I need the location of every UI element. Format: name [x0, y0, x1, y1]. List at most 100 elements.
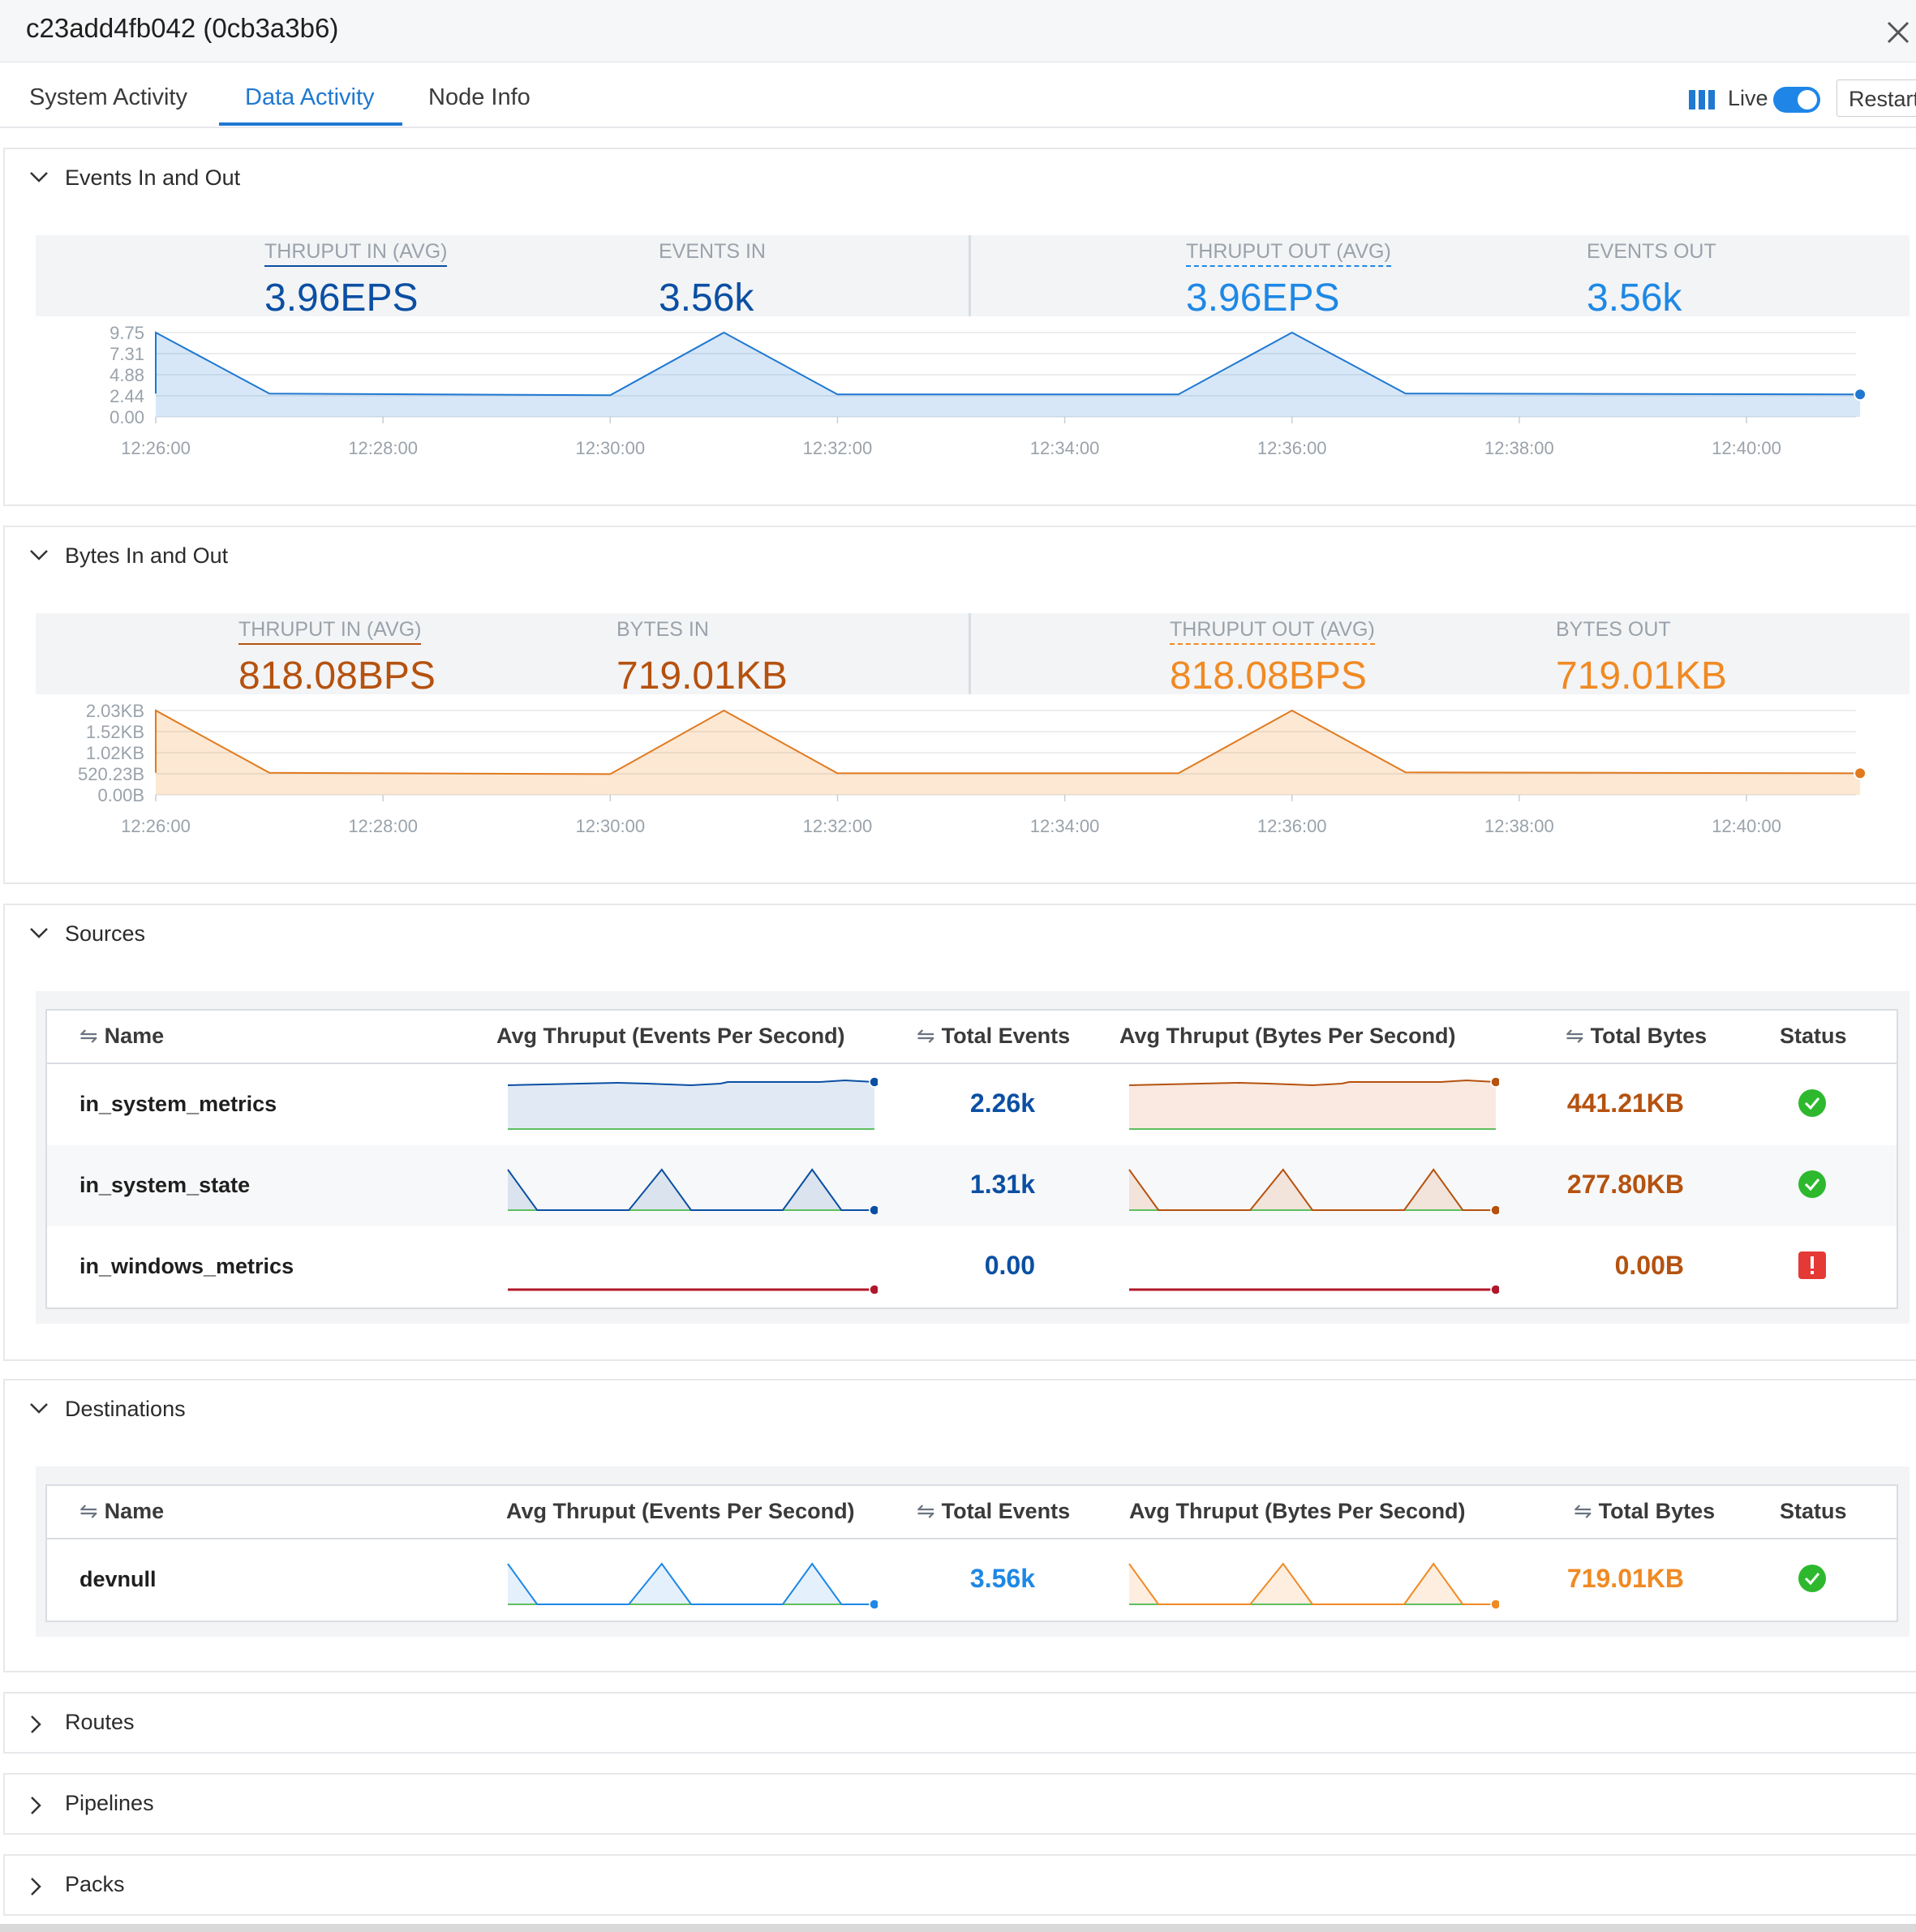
destinations-table: ⇋ Name Avg Thruput (Events Per Second) ⇋ T…: [45, 1484, 1898, 1622]
section-title: Events In and Out: [65, 165, 241, 190]
stat-label: THRUPUT OUT (AVG): [1170, 618, 1375, 645]
y-tick-label: 0.00B: [98, 785, 145, 805]
tab-node-info[interactable]: Node Info: [428, 84, 531, 110]
series-area: [156, 711, 1861, 795]
stat-label: EVENTS OUT: [1587, 240, 1716, 263]
x-tick-label: 12:34:00: [1030, 438, 1100, 458]
spark-end-point: [1490, 1204, 1499, 1216]
col-header-avg-eps: Avg Thruput (Events Per Second): [496, 1024, 845, 1048]
table-row[interactable]: devnull 3.56k 719.01KB: [47, 1539, 1897, 1621]
bytes-panel: THRUPUT IN (AVG) 818.08BPS BYTES IN 719.…: [3, 586, 1916, 884]
col-header-total-events[interactable]: ⇋ Total Events: [917, 1024, 1070, 1049]
tab-system-activity[interactable]: System Activity: [29, 84, 187, 110]
col-header-total-events[interactable]: ⇋ Total Events: [917, 1499, 1070, 1524]
row-name: in_system_state: [79, 1173, 251, 1197]
x-tick-label: 12:40:00: [1712, 816, 1781, 836]
section-title: Sources: [65, 921, 146, 946]
close-icon[interactable]: [1884, 16, 1916, 49]
background-strip: [0, 1924, 1916, 1932]
spark-line: [1128, 1562, 1496, 1605]
col-header-name[interactable]: ⇋ Name: [79, 1024, 164, 1049]
sort-icon[interactable]: ⇋: [1566, 1024, 1584, 1048]
spark-area: [1129, 1080, 1496, 1129]
section-title: Packs: [65, 1872, 125, 1896]
row-name: in_windows_metrics: [79, 1254, 294, 1278]
section-header-bytes[interactable]: Bytes In and Out: [3, 526, 1916, 587]
x-tick-label: 12:38:00: [1484, 816, 1554, 836]
sort-icon[interactable]: ⇋: [917, 1024, 935, 1048]
sources-panel: ⇋ Name Avg Thruput (Events Per Second) ⇋ T…: [3, 964, 1916, 1361]
sparkline-eps: [507, 1168, 878, 1216]
section-header-packs[interactable]: Packs: [3, 1854, 1916, 1916]
chevron-right-icon: [31, 1715, 41, 1733]
x-tick-label: 12:38:00: [1484, 438, 1554, 458]
divider: [969, 613, 971, 694]
total-events-value: 0.00: [984, 1251, 1035, 1280]
spark-end-point: [1490, 1599, 1499, 1610]
stat-value: 818.08BPS: [1170, 655, 1367, 698]
spark-area: [508, 1170, 874, 1210]
section-header-destinations[interactable]: Destinations: [3, 1379, 1916, 1440]
spark-end-point: [1490, 1076, 1499, 1088]
y-tick-label: 520.23B: [78, 764, 144, 784]
stat-label: THRUPUT IN (AVG): [264, 240, 448, 267]
stat-label: BYTES OUT: [1556, 618, 1671, 641]
divider: [969, 235, 971, 316]
chevron-down-icon: [30, 172, 48, 182]
col-header-name[interactable]: ⇋ Name: [79, 1499, 164, 1524]
last-point: [1854, 388, 1867, 401]
live-toggle[interactable]: [1773, 87, 1820, 113]
spark-area: [508, 1564, 874, 1604]
table-row[interactable]: in_windows_metrics 0.00 0.00B: [47, 1226, 1897, 1307]
live-label: Live: [1728, 86, 1768, 110]
sources-table-wrap: ⇋ Name Avg Thruput (Events Per Second) ⇋ T…: [36, 991, 1910, 1324]
chevron-right-icon: [31, 1797, 41, 1814]
tab-data-activity[interactable]: Data Activity: [245, 84, 375, 110]
x-tick-label: 12:28:00: [348, 438, 418, 458]
y-tick-label: 2.44: [110, 386, 144, 406]
col-header-avg-bps: Avg Thruput (Bytes Per Second): [1119, 1024, 1456, 1048]
table-row[interactable]: in_system_state 1.31k 277.80KB: [47, 1145, 1897, 1226]
x-tick-label: 12:36:00: [1257, 438, 1327, 458]
header-divider: [47, 1538, 1897, 1539]
destinations-panel: ⇋ Name Avg Thruput (Events Per Second) ⇋ T…: [3, 1439, 1916, 1672]
spark-end-point: [869, 1599, 878, 1610]
spark-area: [1129, 1170, 1496, 1210]
sort-icon[interactable]: ⇋: [79, 1499, 98, 1523]
x-tick-label: 12:34:00: [1030, 816, 1100, 836]
stat-value: 3.96EPS: [264, 277, 419, 320]
total-events-value: 3.56k: [969, 1564, 1035, 1593]
total-bytes-value: 441.21KB: [1566, 1088, 1684, 1118]
spark-end-point: [869, 1204, 878, 1216]
table-row[interactable]: in_system_metrics 2.26k 441.21KB: [47, 1064, 1897, 1145]
sort-icon[interactable]: ⇋: [79, 1024, 98, 1048]
stat-value: 719.01KB: [616, 655, 788, 698]
col-header-status: Status: [1780, 1024, 1847, 1048]
total-bytes-value: 719.01KB: [1566, 1564, 1684, 1593]
x-tick-label: 12:30:00: [575, 816, 645, 836]
events-panel: THRUPUT IN (AVG) 3.96EPS EVENTS IN 3.56k…: [3, 208, 1916, 506]
stat-label: EVENTS IN: [659, 240, 766, 263]
events-stats: THRUPUT IN (AVG) 3.96EPS EVENTS IN 3.56k…: [36, 235, 1910, 320]
y-tick-label: 0.00: [110, 407, 144, 427]
sort-icon[interactable]: ⇋: [917, 1499, 935, 1523]
total-bytes-value: 277.80KB: [1566, 1170, 1684, 1199]
col-header-total-bytes[interactable]: ⇋ Total Bytes: [1566, 1024, 1707, 1049]
section-header-events[interactable]: Events In and Out: [3, 148, 1916, 209]
check-circle-icon: [1798, 1089, 1826, 1117]
series-line: [155, 709, 1861, 775]
section-header-routes[interactable]: Routes: [3, 1692, 1916, 1754]
spark-end-point: [869, 1284, 878, 1295]
col-header-total-bytes[interactable]: ⇋ Total Bytes: [1574, 1499, 1715, 1524]
sort-icon[interactable]: ⇋: [1574, 1499, 1592, 1523]
section-header-pipelines[interactable]: Pipelines: [3, 1773, 1916, 1835]
col-header-status: Status: [1780, 1499, 1847, 1523]
spark-line: [507, 1562, 874, 1605]
col-total-bytes-label: Total Bytes: [1590, 1024, 1708, 1048]
x-tick-label: 12:36:00: [1257, 816, 1327, 836]
section-header-sources[interactable]: Sources: [3, 904, 1916, 965]
x-tick-label: 12:32:00: [803, 816, 873, 836]
chevron-down-icon: [30, 1403, 48, 1414]
row-name: in_system_metrics: [79, 1092, 277, 1116]
restart-button[interactable]: Restart: [1837, 79, 1916, 117]
